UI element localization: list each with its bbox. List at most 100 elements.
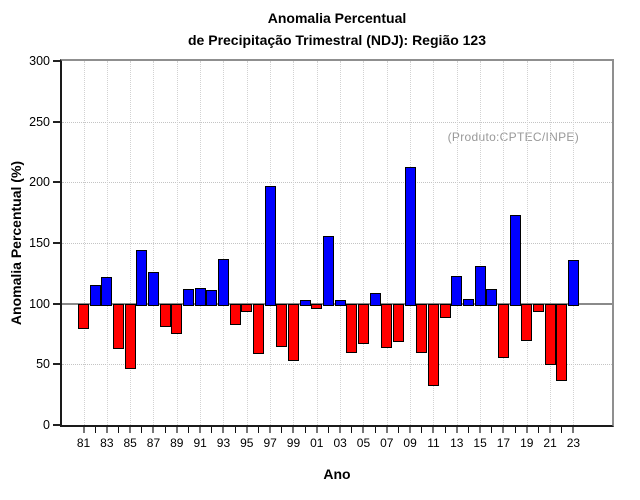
- x-tick-84: [117, 427, 119, 433]
- x-tick-16: [491, 427, 493, 433]
- x-tick-label-83: 83: [100, 436, 114, 450]
- x-tick-82: [94, 427, 96, 433]
- x-tick-12: [444, 427, 446, 433]
- y-tick-label-300: 300: [29, 54, 50, 68]
- bar-90: [182, 289, 194, 306]
- bar-00: [299, 300, 311, 306]
- bar-18: [509, 215, 521, 306]
- y-tick-300: [53, 60, 60, 62]
- y-tick-250: [53, 120, 60, 123]
- x-tick-label-09: 09: [403, 436, 417, 450]
- x-tick-17: [502, 427, 505, 433]
- x-tick-03: [339, 427, 342, 433]
- x-tick-label-97: 97: [263, 436, 277, 450]
- x-tick-04: [351, 427, 353, 433]
- x-tick-18: [514, 427, 516, 433]
- bar-11: [427, 303, 439, 386]
- x-tick-89: [175, 427, 178, 433]
- bar-08: [392, 303, 404, 343]
- y-tick-label-200: 200: [29, 175, 50, 190]
- x-tick-label-13: 13: [450, 436, 464, 450]
- x-tick-07: [385, 427, 388, 433]
- x-tick-label-17: 17: [496, 436, 511, 450]
- bar-92: [206, 290, 218, 306]
- x-tick-98: [281, 427, 283, 433]
- x-tick-14: [467, 427, 469, 433]
- bar-85: [124, 303, 136, 369]
- y-tick-100: [53, 302, 60, 305]
- y-tick-150: [53, 242, 60, 244]
- bar-22: [556, 303, 568, 381]
- bar-21: [544, 303, 556, 366]
- v-gridline-99: [293, 61, 295, 425]
- x-tick-97: [269, 427, 272, 433]
- v-gridline-01: [316, 61, 318, 425]
- bar-81: [78, 303, 89, 329]
- chart-title-line1: Anomalia Percentual: [267, 10, 407, 26]
- x-tick-label-19: 19: [520, 436, 534, 450]
- bar-19: [521, 303, 533, 341]
- bar-86: [136, 250, 148, 306]
- y-tick-0: [53, 424, 60, 426]
- v-gridline-05: [363, 61, 365, 425]
- y-tick-label-250: 250: [29, 114, 50, 129]
- bar-16: [486, 289, 498, 306]
- x-tick-label-93: 93: [216, 436, 231, 450]
- x-tick-02: [327, 427, 329, 433]
- v-gridline-93: [223, 61, 225, 425]
- x-tick-label-07: 07: [380, 436, 394, 450]
- bar-98: [276, 303, 288, 347]
- v-gridline-17: [503, 61, 505, 425]
- v-gridline-91: [200, 61, 202, 425]
- x-tick-08: [397, 427, 399, 433]
- bar-23: [567, 259, 579, 306]
- bar-95: [241, 303, 253, 312]
- source-annotation: (Produto:CPTEC/INPE): [447, 130, 579, 144]
- h-gridline-250: [62, 121, 612, 123]
- x-tick-01: [315, 427, 318, 433]
- y-tick-50: [53, 363, 60, 366]
- bar-05: [357, 303, 369, 345]
- x-tick-20: [537, 427, 539, 433]
- x-tick-21: [549, 427, 552, 433]
- x-tick-86: [141, 427, 143, 433]
- chart-title-line2: de Precipitação Trimestral (NDJ): Região…: [188, 32, 486, 48]
- x-tick-23: [572, 427, 575, 433]
- x-tick-91: [199, 427, 202, 433]
- x-tick-label-03: 03: [333, 436, 347, 450]
- bar-83: [101, 276, 113, 306]
- plot-area: (Produto:CPTEC/INPE) 81 83 85 87 89 91 93 95 97 9…: [29, 54, 614, 450]
- x-tick-85: [129, 427, 132, 433]
- y-tick-label-100: 100: [29, 296, 50, 311]
- y-tick-label-0: 0: [43, 418, 50, 432]
- bar-93: [217, 258, 229, 306]
- bar-99: [287, 303, 299, 362]
- x-tick-19: [525, 427, 528, 433]
- x-tick-label-15: 15: [473, 436, 487, 450]
- v-gridline-15: [480, 61, 482, 425]
- y-tick-label-150: 150: [29, 236, 50, 250]
- x-tick-06: [374, 427, 376, 433]
- x-tick-99: [292, 427, 295, 433]
- bar-91: [194, 287, 206, 306]
- x-tick-11: [432, 427, 435, 433]
- x-tick-87: [152, 427, 155, 433]
- bar-84: [112, 303, 124, 350]
- h-gridline-200: [62, 182, 612, 184]
- bar-89: [171, 303, 183, 334]
- v-gridline-95: [246, 61, 248, 425]
- x-tick-05: [362, 427, 365, 433]
- v-gridline-21: [550, 61, 552, 425]
- bar-07: [381, 303, 393, 349]
- x-tick-96: [257, 427, 259, 433]
- v-gridline-81: [83, 61, 85, 425]
- x-tick-label-05: 05: [356, 436, 371, 450]
- v-gridline-03: [340, 61, 342, 425]
- v-gridline-87: [153, 61, 155, 425]
- v-gridline-89: [176, 61, 178, 425]
- x-tick-label-99: 99: [286, 436, 301, 450]
- x-tick-label-23: 23: [566, 436, 581, 450]
- x-tick-label-01: 01: [310, 436, 324, 450]
- bar-02: [322, 235, 334, 306]
- bar-06: [369, 292, 381, 306]
